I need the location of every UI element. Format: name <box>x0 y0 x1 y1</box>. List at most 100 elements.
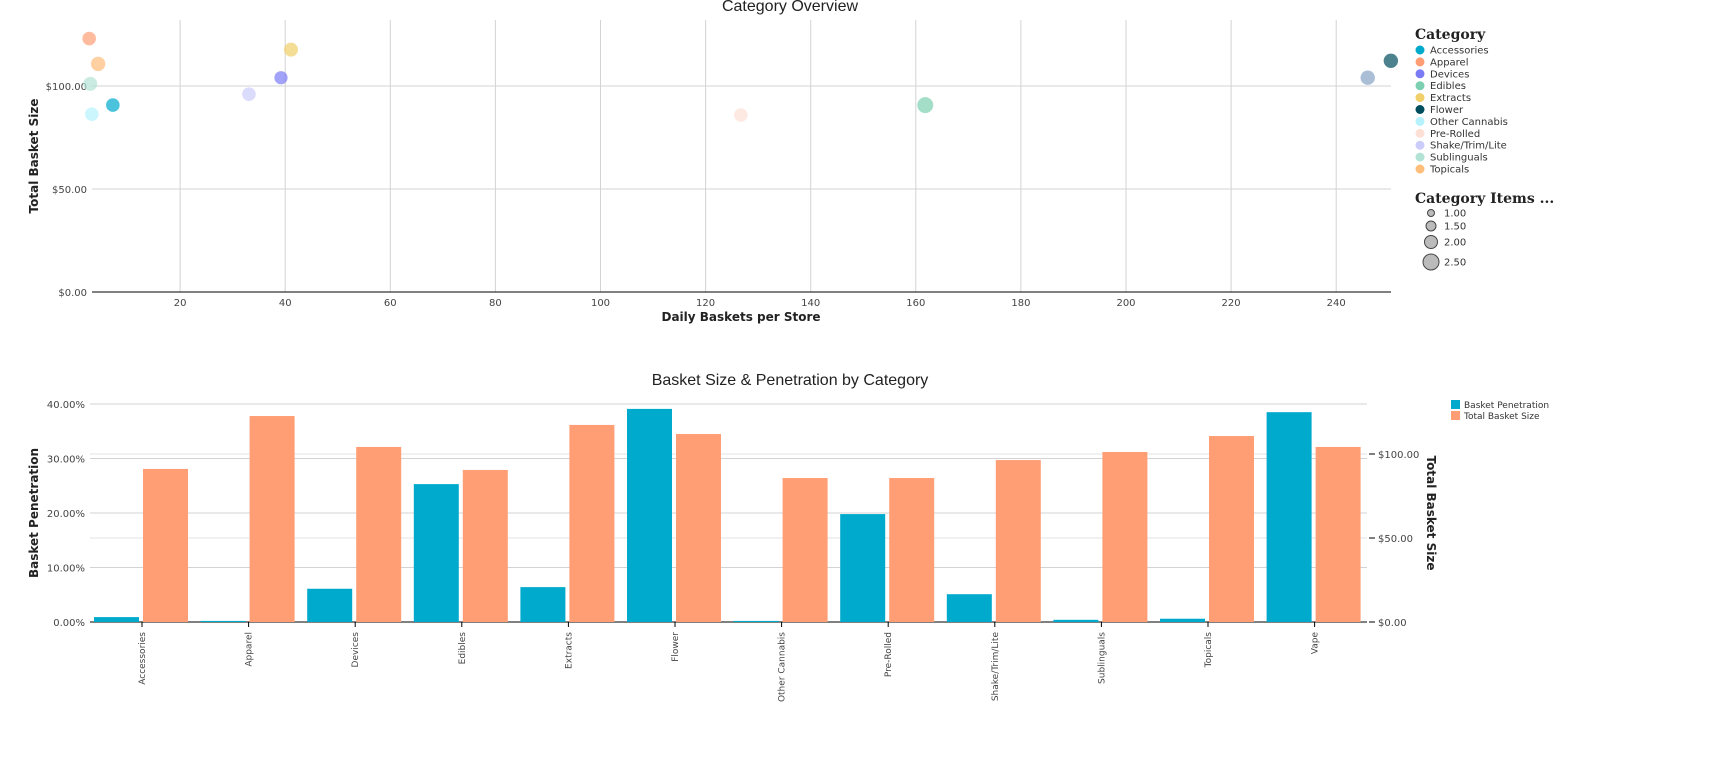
legend-label[interactable]: Basket Penetration <box>1464 401 1549 411</box>
x-tick-label: 60 <box>384 298 397 309</box>
legend-swatch[interactable] <box>1415 164 1425 174</box>
x-tick-label: 160 <box>906 298 925 309</box>
chart-title: Category Overview <box>722 0 858 15</box>
y-axis-title: Total Basket Size <box>27 99 41 214</box>
bar-basket-size-pre-rolled[interactable] <box>889 478 935 622</box>
data-point-extracts[interactable] <box>283 42 298 57</box>
legend-swatch[interactable] <box>1451 400 1460 409</box>
data-point-accessories[interactable] <box>106 98 120 112</box>
y-tick-label: $50.00 <box>52 185 87 196</box>
legend-swatch[interactable] <box>1415 93 1425 103</box>
data-point-edibles[interactable] <box>917 97 934 114</box>
x-tick-label: Devices <box>351 632 361 668</box>
data-point-topicals[interactable] <box>90 56 106 72</box>
category-overview-scatter: 20 40 60 80 100 120 140 160 180 200 220 240 $0.00 $50… <box>27 0 1554 324</box>
x-tick-label: 20 <box>174 298 187 309</box>
bar-penetration-vape[interactable] <box>1266 412 1312 622</box>
legend-title: Category <box>1415 27 1486 43</box>
x-tick-label: Apparel <box>245 632 255 667</box>
bar-basket-size-accessories[interactable] <box>143 468 188 622</box>
bar-basket-size-extracts[interactable] <box>569 424 615 622</box>
legend-swatch[interactable] <box>1451 411 1460 420</box>
bar-penetration-apparel[interactable] <box>200 620 246 622</box>
data-point-flower[interactable] <box>1383 53 1399 68</box>
bar-basket-size-vape[interactable] <box>1315 446 1361 622</box>
legend-swatch[interactable] <box>1415 152 1425 162</box>
data-point-apparel[interactable] <box>82 31 96 46</box>
x-tick-label: Edibles <box>458 632 468 665</box>
data-point-other-cannabis[interactable] <box>85 107 99 121</box>
legend-swatch[interactable] <box>1415 57 1425 67</box>
x-tick-label: Pre-Rolled <box>884 632 894 677</box>
size-legend-title: Category Items ... <box>1415 191 1554 207</box>
bar-penetration-accessories[interactable] <box>94 617 139 622</box>
legend-label[interactable]: Shake/Trim/Lite <box>1430 141 1507 152</box>
bar-penetration-pre-rolled[interactable] <box>840 514 886 622</box>
bar-penetration-edibles[interactable] <box>413 484 459 622</box>
bar-penetration-topicals[interactable] <box>1160 618 1205 622</box>
bar-penetration-flower[interactable] <box>627 408 672 622</box>
bar-penetration-devices[interactable] <box>307 588 353 622</box>
bar-basket-size-devices[interactable] <box>356 446 402 622</box>
legend-label[interactable]: Extracts <box>1430 93 1471 104</box>
y-tick-label: 30.00% <box>47 455 85 466</box>
x-tick-label: Sublinguals <box>1097 632 1107 684</box>
bar-basket-size-sublinguals[interactable] <box>1102 451 1148 622</box>
size-legend-label: 2.00 <box>1444 238 1466 249</box>
bar-penetration-shake-trim-lite[interactable] <box>946 594 992 622</box>
x-tick-label: 200 <box>1116 298 1135 309</box>
legend-swatch[interactable] <box>1415 105 1425 114</box>
x-axis-title: Daily Baskets per Store <box>661 310 820 324</box>
legend-label[interactable]: Flower <box>1430 105 1464 116</box>
y2-tick-label: $100.00 <box>1378 450 1419 461</box>
legend-swatch[interactable] <box>1415 116 1425 126</box>
size-legend-label: 1.50 <box>1444 222 1466 233</box>
data-point-sublinguals[interactable] <box>83 76 98 91</box>
data-point-vape[interactable] <box>1360 70 1375 85</box>
bar-penetration-extracts[interactable] <box>520 587 566 622</box>
x-tick-label: Extracts <box>564 632 574 669</box>
y-axis-title: Basket Penetration <box>27 448 41 578</box>
legend-swatch[interactable] <box>1415 140 1425 150</box>
legend-label[interactable]: Devices <box>1430 69 1469 80</box>
basket-size-penetration-bar-chart: 0.00% 10.00% 20.00% 30.00% 40.00% $0.00 $50.00… <box>27 372 1549 702</box>
x-tick-label: 40 <box>279 298 292 309</box>
y2-tick-label: $0.00 <box>1378 618 1407 629</box>
legend-label[interactable]: Topicals <box>1429 165 1469 176</box>
legend-swatch[interactable] <box>1415 81 1425 91</box>
bar-basket-size-topicals[interactable] <box>1209 436 1254 622</box>
x-tick-label: 240 <box>1327 298 1346 309</box>
bar-penetration-sublinguals[interactable] <box>1053 619 1099 622</box>
size-legend-circle <box>1422 253 1440 271</box>
legend-swatch[interactable] <box>1415 128 1425 138</box>
bar-basket-size-other-cannabis[interactable] <box>782 478 828 622</box>
legend-label[interactable]: Apparel <box>1430 57 1469 68</box>
bar-penetration-other-cannabis[interactable] <box>733 620 779 622</box>
legend-label[interactable]: Other Cannabis <box>1430 117 1508 128</box>
bar-basket-size-apparel[interactable] <box>249 416 295 622</box>
y-tick-label: 20.00% <box>47 509 85 520</box>
chart-title: Basket Size & Penetration by Category <box>652 372 929 389</box>
data-point-pre-rolled[interactable] <box>734 108 748 122</box>
legend-label[interactable]: Accessories <box>1430 46 1489 57</box>
legend-label[interactable]: Total Basket Size <box>1463 412 1540 422</box>
data-point-devices[interactable] <box>274 71 288 85</box>
x-tick-label: Topicals <box>1204 632 1214 669</box>
data-point-shake-trim-lite[interactable] <box>242 87 256 101</box>
bar-basket-size-edibles[interactable] <box>462 469 508 622</box>
size-legend-circle <box>1427 209 1435 217</box>
y-tick-label: 0.00% <box>53 618 85 629</box>
legend-swatch[interactable] <box>1415 45 1425 55</box>
legend-swatch[interactable] <box>1415 69 1425 79</box>
size-legend-label: 2.50 <box>1444 258 1466 269</box>
x-tick-label: 100 <box>591 298 610 309</box>
x-tick-label: 80 <box>489 298 502 309</box>
x-tick-label: 140 <box>801 298 820 309</box>
legend-label[interactable]: Edibles <box>1430 81 1466 92</box>
bar-basket-size-flower[interactable] <box>676 434 721 622</box>
legend-label[interactable]: Sublinguals <box>1430 153 1488 164</box>
x-tick-label: Accessories <box>138 632 148 685</box>
legend-label[interactable]: Pre-Rolled <box>1430 129 1480 140</box>
y-tick-label: 40.00% <box>47 400 85 411</box>
bar-basket-size-shake-trim-lite[interactable] <box>995 460 1041 622</box>
